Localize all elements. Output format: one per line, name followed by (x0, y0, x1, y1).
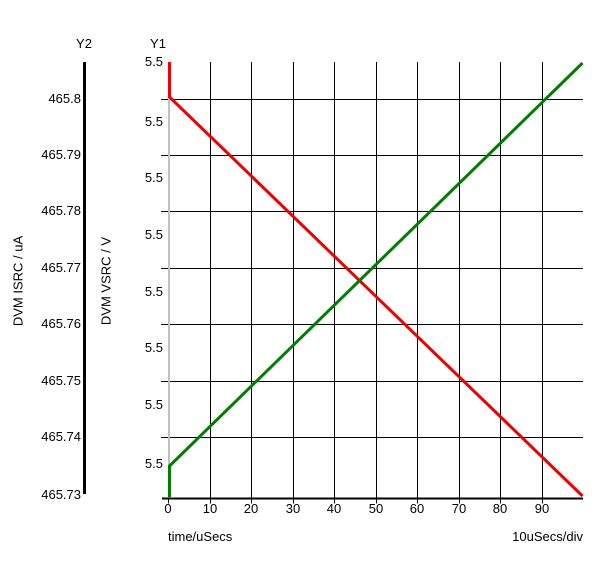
x-tick-label: 0 (164, 501, 172, 516)
y2-tick-label: 465.8 (48, 91, 81, 106)
x-tick-label: 50 (368, 501, 384, 516)
y1-axis-title: DVM VSRC / V (98, 236, 114, 326)
y1-tick-label: 5.5 (144, 227, 163, 242)
y1-tick-label: 5.5 (144, 397, 163, 412)
y2-tick-label: 465.73 (41, 487, 81, 502)
y2-axis-header: Y2 (76, 36, 92, 51)
x-tick-label: 10 (202, 501, 218, 516)
y1-tick-label: 5.5 (144, 114, 163, 129)
y2-tick-label: 465.79 (41, 147, 81, 162)
x-tick-label: 40 (326, 501, 342, 516)
x-axis-title: time/uSecs (168, 529, 233, 544)
y1-axis-header: Y1 (150, 36, 166, 51)
y1-tick-label: 5.5 (144, 170, 163, 185)
y1-tick-label: 5.5 (144, 54, 163, 69)
y1-tick-label: 5.5 (144, 340, 163, 355)
y1-tick-label: 5.5 (144, 456, 163, 471)
x-tick-label: 30 (285, 501, 301, 516)
x-tick-label: 80 (492, 501, 508, 516)
y2-tick-label: 465.74 (41, 429, 81, 444)
y2-axis-title: DVM ISRC / uA (10, 235, 26, 327)
x-tick-label: 60 (409, 501, 425, 516)
y2-axis-bar (83, 62, 86, 494)
y2-tick-label: 465.77 (41, 260, 81, 275)
trace-dvm-vsrc (168, 61, 584, 497)
trace-dvm-isrc (168, 62, 584, 498)
y2-tick-label: 465.76 (41, 316, 81, 331)
y1-tick-label: 5.5 (144, 284, 163, 299)
y2-tick-label: 465.75 (41, 373, 81, 388)
x-tick-label: 20 (243, 501, 259, 516)
plot-area[interactable] (161, 61, 584, 504)
y2-tick-label: 465.78 (41, 203, 81, 218)
x-axis-scale-label: 10uSecs/div (512, 529, 583, 544)
x-tick-label: 90 (534, 501, 550, 516)
x-tick-label: 70 (451, 501, 467, 516)
